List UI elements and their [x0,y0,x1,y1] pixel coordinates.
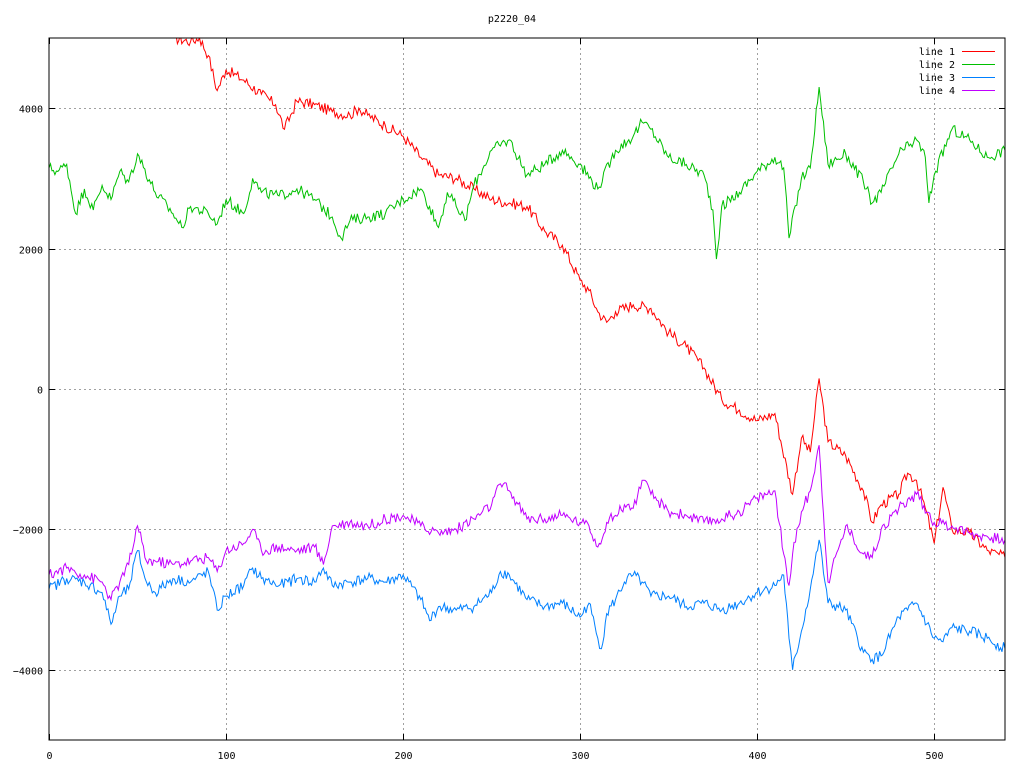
y-tick-label: 4000 [19,105,43,116]
x-tick-label: 0 [46,751,52,762]
plot-series [49,38,1005,670]
y-tick-label: −2000 [13,526,43,537]
legend-label: line 2 [919,60,955,71]
series-line-1 [172,38,1005,558]
x-tick-label: 100 [217,751,235,762]
series-line-3 [49,539,1005,670]
legend: line 1 line 2 line 3 line 4 [919,47,995,97]
chart-title: p2220_04 [488,14,536,25]
y-tick-label: 0 [37,386,43,397]
plot-frame [48,37,1006,741]
x-tick-label: 400 [748,751,766,762]
y-tick-label: −4000 [13,667,43,678]
legend-label: line 4 [919,86,955,97]
x-tick-label: 200 [394,751,412,762]
legend-label: line 1 [919,47,955,58]
x-tick-label: 500 [925,751,943,762]
y-tick-label: 2000 [19,246,43,257]
x-tick-label: 300 [571,751,589,762]
grid [49,38,1005,740]
series-line-2 [49,87,1005,260]
series-line-4 [49,445,1005,602]
axis-ticks: 0 100 200 300 400 500 −4000 −2000 0 2000 4000 [13,38,1005,762]
legend-label: line 3 [919,73,955,84]
